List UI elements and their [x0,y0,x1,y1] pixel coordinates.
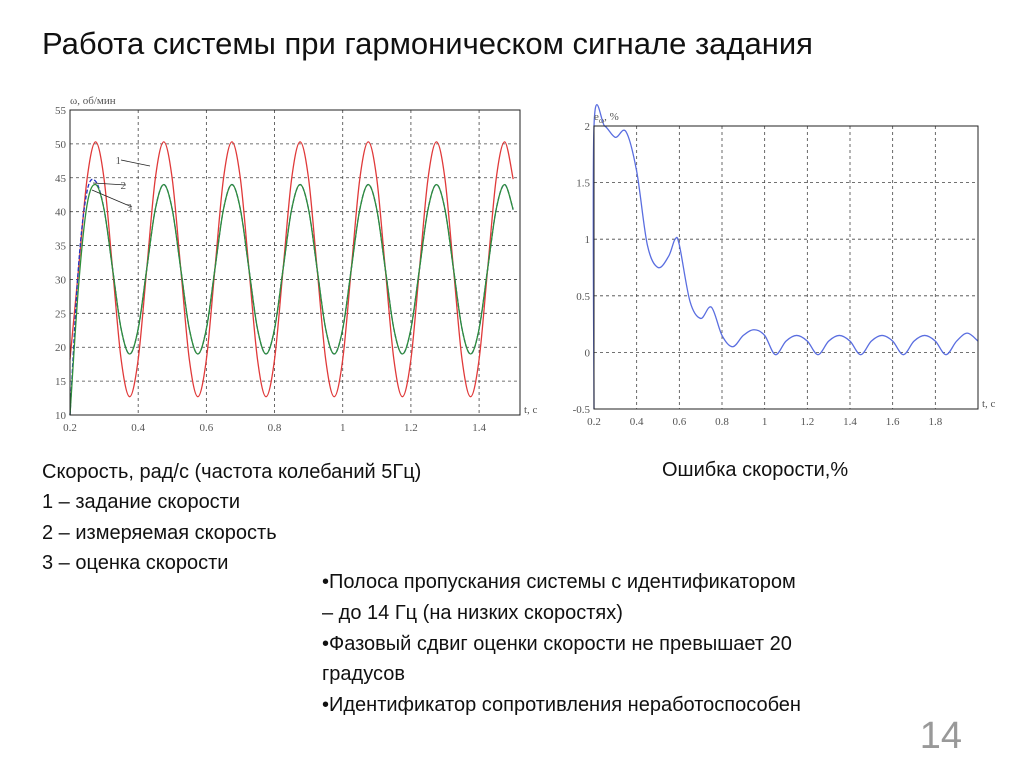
annotation-leader [120,159,151,167]
x-tick-label: 0.4 [630,416,644,428]
annotation-leader [91,189,133,208]
slide-title: Работа системы при гармоническом сигнале… [42,26,813,61]
x-tick-label: 0.2 [63,422,77,434]
chart: -0.5 0 0.5 1 1.5 2 0.2 0.4 0.6 0.8 1 1.2 1.4 1.6 1.8 t,… [573,104,996,428]
y-axis-label-part: e [594,111,599,123]
annotation: 2 [121,180,127,192]
series-line [69,141,514,398]
y-tick-label: 40 [55,207,67,219]
x-tick-label: 1.8 [928,416,942,428]
y-axis-label-part: ω [599,116,604,125]
x-tick-label: 1.2 [404,422,418,434]
bullet-line: градусов [322,663,405,685]
x-tick-label: 0.6 [199,422,213,434]
y-tick-label: 30 [55,274,67,286]
axes-frame [593,125,979,410]
bullet-line: •Фазовый сдвиг оценки скорости не превыш… [322,633,792,655]
chart: 10 15 20 25 30 35 40 45 50 55 0.2 0.4 0.6 0.8 1 1.2 1.4 t… [55,95,538,434]
y-tick-label: 20 [55,342,67,354]
y-axis-label-part: ω, об/мин [70,95,116,107]
y-tick-label: 35 [55,241,67,253]
y-tick-label: 0 [585,347,591,359]
plot-area [594,126,978,409]
caption-line: Скорость, рад/с (частота колебаний 5Гц) [42,461,421,483]
bullet-line: – до 14 Гц (на низких скоростях) [322,602,623,624]
annotation: 1 [116,155,122,167]
x-tick-label: 0.2 [587,416,601,428]
y-tick-label: 1 [585,234,591,246]
x-tick-label: 0.8 [268,422,282,434]
x-tick-label: 1.4 [843,416,857,428]
x-tick-label: 1.4 [472,422,486,434]
series-line [592,104,979,410]
x-tick-label: 1.6 [886,416,900,428]
x-tick-label: 1 [762,416,768,428]
y-tick-label: 2 [585,121,591,133]
caption-line: 3 – оценка скорости [42,552,228,574]
y-axis-label-part: , % [604,111,619,123]
y-tick-label: 0.5 [576,291,590,303]
x-axis-label: t, с [982,398,996,410]
series-line [69,183,514,416]
x-tick-label: 0.8 [715,416,729,428]
y-axis-label: eω, % [594,111,619,125]
x-tick-label: 1 [340,422,346,434]
x-tick-label: 0.4 [131,422,145,434]
caption-right: Ошибка скорости,% [662,459,848,481]
annotation: 3 [127,202,133,214]
axes-frame [69,109,521,416]
y-tick-label: 50 [55,139,67,151]
y-tick-label: -0.5 [573,404,591,416]
bullet-line: •Идентификатор сопротивления неработоспо… [322,694,801,716]
y-tick-label: 25 [55,308,67,320]
y-tick-label: 1.5 [576,178,590,190]
page-number: 14 [920,715,962,757]
plot-area [70,110,520,415]
x-tick-label: 0.6 [672,416,686,428]
caption-line: 2 – измеряемая скорость [42,522,277,544]
y-tick-label: 45 [55,173,67,185]
y-tick-label: 10 [55,410,67,422]
y-tick-label: 55 [55,105,67,117]
caption-line: 1 – задание скорости [42,491,240,513]
bullet-line: •Полоса пропускания системы с идентифика… [322,571,796,593]
x-tick-label: 1.2 [800,416,814,428]
x-axis-label: t, с [524,404,538,416]
y-tick-label: 15 [55,376,67,388]
y-axis-label: ω, об/мин [70,95,116,107]
annotation-leader [92,182,127,186]
